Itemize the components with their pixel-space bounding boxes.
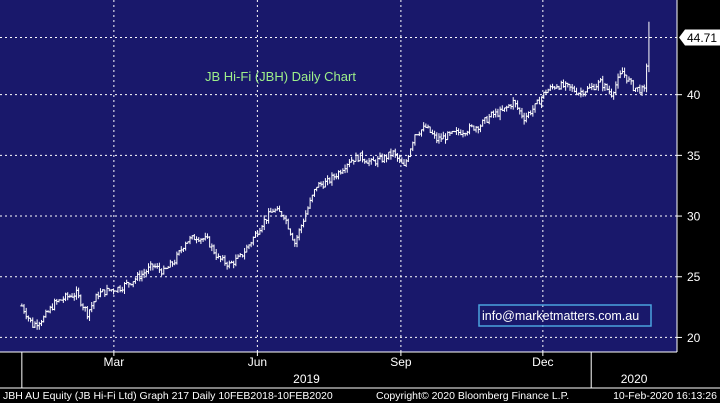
email-annotation-text: info@marketmatters.com.au [482, 309, 639, 323]
y-axis-tick-labels: 20 25 30 35 40 [687, 88, 701, 345]
x-axis-tick-labels: Mar Jun Sep Dec 2019 2020 [104, 355, 648, 386]
x-tick-label: Sep [390, 355, 412, 369]
x-tick-label: Dec [532, 355, 553, 369]
email-annotation: info@marketmatters.com.au [478, 304, 652, 327]
y-tick-label: 35 [687, 149, 701, 163]
footer-security-info: JBH AU Equity (JB Hi-Fi Ltd) Graph 217 D… [3, 390, 333, 402]
axes [0, 0, 720, 389]
footer-timestamp: 10-Feb-2020 16:13:26 [613, 390, 717, 402]
y-tick-label: 40 [687, 88, 701, 102]
grid-lines [0, 0, 677, 352]
year-label-2019: 2019 [293, 372, 320, 386]
y-tick-label: 30 [687, 210, 701, 224]
year-label-2020: 2020 [621, 372, 648, 386]
footer-copyright: Copyright© 2020 Bloomberg Finance L.P. [376, 390, 569, 402]
last-value-marker: 44.71 [679, 29, 720, 46]
email-annotation-box [478, 304, 652, 327]
chart-title: JB Hi-Fi (JBH) Daily Chart [205, 69, 356, 84]
footer-bar: JBH AU Equity (JB Hi-Fi Ltd) Graph 217 D… [3, 390, 717, 402]
x-tick-label: Jun [248, 355, 267, 369]
last-value-tag [679, 29, 720, 46]
y-tick-label: 20 [687, 331, 701, 345]
ohlc-bars [20, 21, 651, 330]
y-tick-label: 25 [687, 270, 701, 284]
last-value-label: 44.71 [687, 31, 717, 45]
x-tick-label: Mar [104, 355, 125, 369]
